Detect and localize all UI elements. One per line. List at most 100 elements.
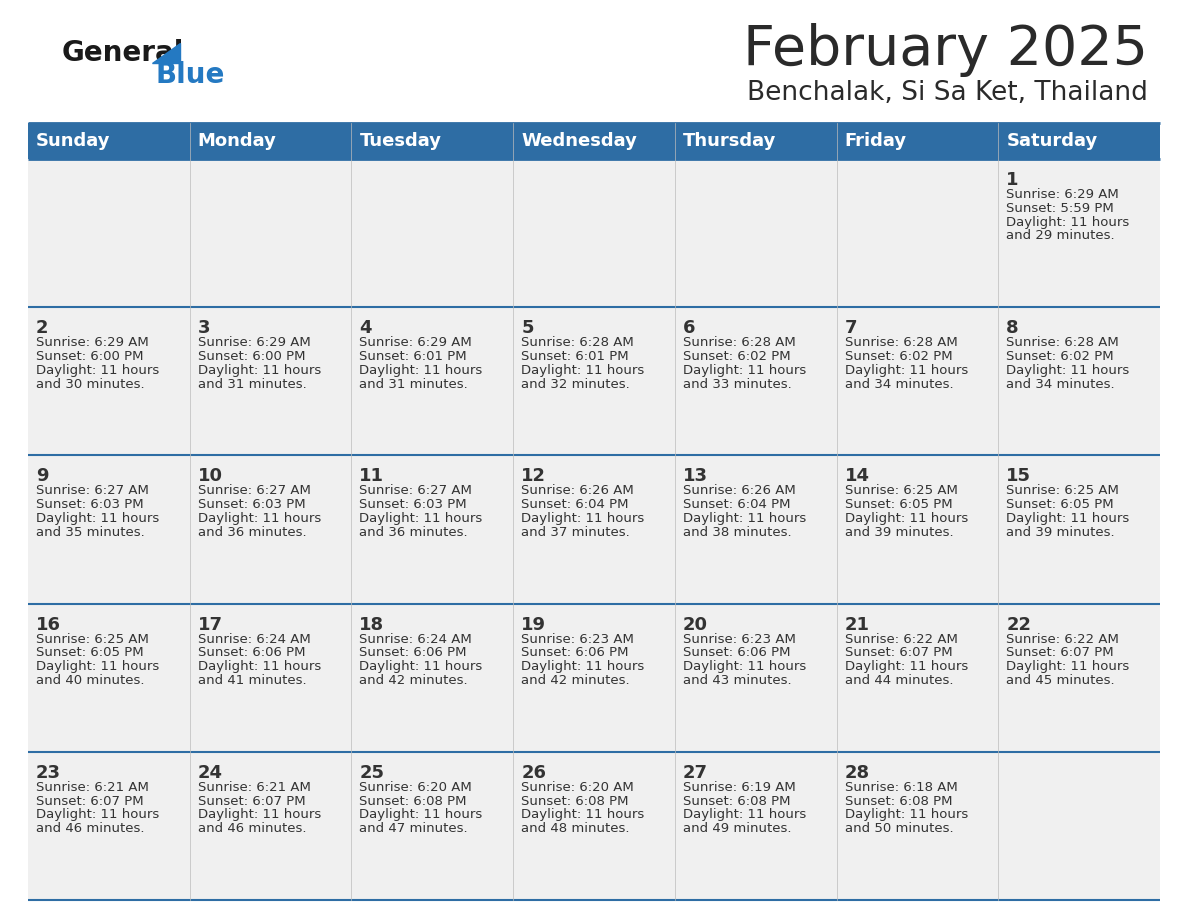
Bar [836,752,998,900]
Bar [675,123,836,159]
Text: and 29 minutes.: and 29 minutes. [1006,230,1114,242]
Bar [352,308,513,455]
Bar [352,604,513,752]
Text: and 32 minutes.: and 32 minutes. [522,377,630,390]
Bar [675,159,836,308]
Bar [190,455,352,604]
Bar [836,159,998,308]
Text: February 2025: February 2025 [742,23,1148,77]
Text: Sunset: 6:01 PM: Sunset: 6:01 PM [360,350,467,363]
Bar [513,455,675,604]
Text: 8: 8 [1006,319,1019,337]
Text: 23: 23 [36,764,61,782]
Bar [352,159,513,308]
Text: Sunrise: 6:23 AM: Sunrise: 6:23 AM [683,633,796,645]
Text: Sunset: 6:08 PM: Sunset: 6:08 PM [360,795,467,808]
Text: Daylight: 11 hours: Daylight: 11 hours [197,809,321,822]
Text: 9: 9 [36,467,49,486]
Text: 24: 24 [197,764,222,782]
Bar [352,455,513,604]
Text: Daylight: 11 hours: Daylight: 11 hours [845,809,968,822]
Text: Daylight: 11 hours: Daylight: 11 hours [522,660,644,673]
Text: 27: 27 [683,764,708,782]
Bar [513,752,675,900]
Text: and 36 minutes.: and 36 minutes. [360,526,468,539]
Text: Daylight: 11 hours: Daylight: 11 hours [1006,216,1130,229]
Text: Daylight: 11 hours: Daylight: 11 hours [36,660,159,673]
Text: and 34 minutes.: and 34 minutes. [1006,377,1114,390]
Text: and 45 minutes.: and 45 minutes. [1006,674,1114,687]
Text: Sunset: 6:02 PM: Sunset: 6:02 PM [845,350,953,363]
Text: Monday: Monday [197,132,277,150]
Text: Sunrise: 6:25 AM: Sunrise: 6:25 AM [1006,485,1119,498]
Text: Sunset: 6:03 PM: Sunset: 6:03 PM [36,498,144,511]
Text: 2: 2 [36,319,49,337]
Text: Sunset: 6:02 PM: Sunset: 6:02 PM [683,350,790,363]
Text: Sunset: 6:04 PM: Sunset: 6:04 PM [522,498,628,511]
Bar [29,159,190,308]
Text: and 37 minutes.: and 37 minutes. [522,526,630,539]
Text: Sunrise: 6:29 AM: Sunrise: 6:29 AM [1006,188,1119,201]
Text: Blue: Blue [156,61,226,89]
Text: Daylight: 11 hours: Daylight: 11 hours [683,364,807,376]
Text: Sunset: 5:59 PM: Sunset: 5:59 PM [1006,202,1114,215]
Bar [675,308,836,455]
Text: Sunrise: 6:27 AM: Sunrise: 6:27 AM [360,485,473,498]
Text: Sunset: 6:00 PM: Sunset: 6:00 PM [197,350,305,363]
Text: Sunrise: 6:28 AM: Sunrise: 6:28 AM [683,336,796,349]
Bar [190,159,352,308]
Text: and 34 minutes.: and 34 minutes. [845,377,953,390]
Bar [29,752,190,900]
Bar [352,123,513,159]
Text: Daylight: 11 hours: Daylight: 11 hours [36,364,159,376]
Bar [513,604,675,752]
Text: and 46 minutes.: and 46 minutes. [36,823,145,835]
Bar [998,123,1159,159]
Text: 5: 5 [522,319,533,337]
Text: 19: 19 [522,616,546,633]
Text: Daylight: 11 hours: Daylight: 11 hours [1006,512,1130,525]
Text: Sunset: 6:06 PM: Sunset: 6:06 PM [197,646,305,659]
Text: Sunrise: 6:19 AM: Sunrise: 6:19 AM [683,781,796,794]
Bar [836,308,998,455]
Text: Daylight: 11 hours: Daylight: 11 hours [360,660,482,673]
Text: Daylight: 11 hours: Daylight: 11 hours [1006,364,1130,376]
Text: Sunset: 6:08 PM: Sunset: 6:08 PM [683,795,790,808]
Text: Sunrise: 6:21 AM: Sunrise: 6:21 AM [36,781,148,794]
Bar [190,123,352,159]
Text: Sunrise: 6:29 AM: Sunrise: 6:29 AM [36,336,148,349]
Text: Sunrise: 6:28 AM: Sunrise: 6:28 AM [1006,336,1119,349]
Text: and 48 minutes.: and 48 minutes. [522,823,630,835]
Text: and 30 minutes.: and 30 minutes. [36,377,145,390]
Text: Daylight: 11 hours: Daylight: 11 hours [683,660,807,673]
Bar [513,159,675,308]
Text: 14: 14 [845,467,870,486]
Text: Sunset: 6:06 PM: Sunset: 6:06 PM [522,646,628,659]
Text: Daylight: 11 hours: Daylight: 11 hours [197,512,321,525]
Bar [836,123,998,159]
Text: Sunrise: 6:26 AM: Sunrise: 6:26 AM [683,485,796,498]
Bar [998,752,1159,900]
Text: Sunrise: 6:20 AM: Sunrise: 6:20 AM [522,781,634,794]
Text: 12: 12 [522,467,546,486]
Text: 11: 11 [360,467,385,486]
Bar [998,455,1159,604]
Bar [29,308,190,455]
Text: 7: 7 [845,319,857,337]
Text: Daylight: 11 hours: Daylight: 11 hours [197,660,321,673]
Text: Daylight: 11 hours: Daylight: 11 hours [522,364,644,376]
Text: Sunset: 6:00 PM: Sunset: 6:00 PM [36,350,144,363]
Text: 21: 21 [845,616,870,633]
Text: 15: 15 [1006,467,1031,486]
Text: Daylight: 11 hours: Daylight: 11 hours [360,364,482,376]
Bar [998,308,1159,455]
Text: 16: 16 [36,616,61,633]
Text: Sunset: 6:07 PM: Sunset: 6:07 PM [36,795,144,808]
Text: and 31 minutes.: and 31 minutes. [197,377,307,390]
Text: 26: 26 [522,764,546,782]
Bar [513,123,675,159]
Text: Sunset: 6:03 PM: Sunset: 6:03 PM [360,498,467,511]
Text: Sunrise: 6:21 AM: Sunrise: 6:21 AM [197,781,310,794]
Bar [513,308,675,455]
Bar [998,159,1159,308]
